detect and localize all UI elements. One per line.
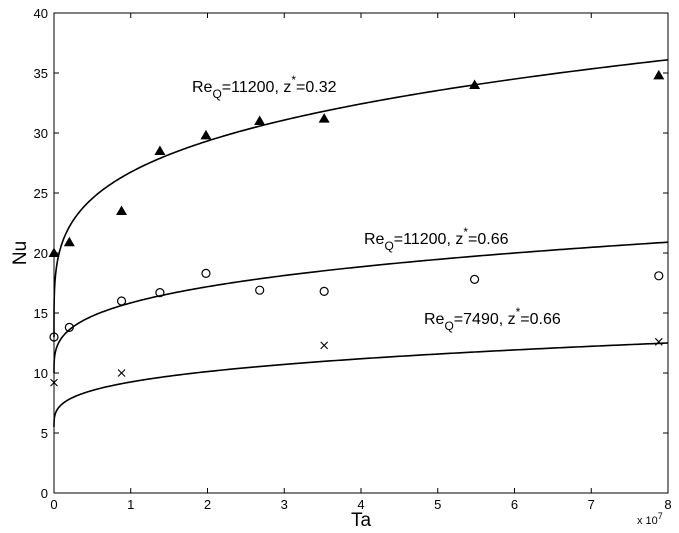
circle-marker [469, 274, 480, 284]
triangle-marker [653, 69, 665, 80]
annotation-series-1: ReQ=11200, z*=0.32 [192, 73, 337, 101]
annotation-1-re-value: =11200, z [222, 79, 292, 96]
x-multiplier-base: x 10 [637, 515, 658, 527]
y-axis-title: Nu [10, 241, 31, 265]
y-tick-label: 30 [34, 126, 48, 141]
fit-curves [53, 59, 669, 427]
annotation-1-sub: Q [212, 87, 221, 101]
annotation-1-z-value: =0.32 [296, 79, 337, 96]
annotation-3-sup: * [516, 305, 521, 319]
circle-marker [155, 288, 165, 298]
annotation-2-sup: * [463, 225, 468, 239]
x-multiplier-label: x 107 [637, 511, 663, 527]
x-marker [320, 341, 329, 350]
circle-marker [64, 322, 74, 332]
x-tick-label: 2 [204, 497, 211, 512]
triangle-marker [116, 205, 128, 215]
x-marker [50, 378, 58, 387]
x-marker [117, 369, 126, 377]
y-tick-label: 25 [34, 186, 48, 201]
triangle-marker [318, 113, 330, 123]
x-tick-label: 3 [281, 497, 288, 512]
y-tick-label: 15 [34, 306, 48, 321]
y-tick-label: 35 [34, 66, 48, 81]
annotation-series-3: ReQ=7490, z*=0.66 [424, 305, 561, 333]
triangle-marker [469, 79, 481, 89]
x-tick-label: 4 [357, 497, 364, 512]
x-tick-label: 6 [511, 497, 518, 512]
fit-curve-series-1 [53, 59, 669, 337]
x-tick-label: 0 [50, 497, 57, 512]
y-tick-label: 20 [34, 246, 48, 261]
annotation-1-re: Re [192, 79, 213, 96]
annotation-3-sub: Q [444, 319, 453, 333]
x-multiplier-exponent: 7 [658, 511, 663, 521]
x-marker-stroke [117, 369, 126, 377]
triangle-marker [154, 145, 166, 155]
fit-curve-series-2 [53, 241, 669, 373]
annotation-series-2: ReQ=11200, z*=0.66 [364, 225, 509, 253]
x-marker-stroke [50, 378, 58, 387]
circle-marker [654, 271, 664, 281]
annotation-2-re-value: =11200, z [394, 231, 464, 248]
annotation-2-sub: Q [384, 239, 393, 253]
x-marker-stroke [320, 341, 329, 350]
fit-curve-series-3 [53, 342, 669, 427]
circle-marker [49, 332, 59, 342]
triangle-marker [63, 236, 75, 247]
annotation-3-re: Re [424, 311, 445, 328]
triangle-marker [254, 115, 266, 125]
plot-frame [53, 12, 669, 494]
annotation-1-sup: * [291, 73, 296, 87]
circle-marker [255, 285, 265, 295]
circle-marker [319, 286, 329, 296]
axis-tick-labels: 0 1 2 3 4 5 6 7 8 0 5 10 15 20 25 30 35 40 [34, 6, 672, 512]
circle-marker [201, 268, 211, 278]
annotation-2-z-value: =0.66 [468, 231, 509, 248]
annotation-2-re: Re [364, 231, 385, 248]
y-tick-label: 0 [41, 486, 48, 501]
x-axis-title: Ta [351, 510, 372, 531]
annotation-3-z-value: =0.66 [520, 311, 561, 328]
axis-ticks [53, 12, 669, 494]
x-tick-label: 5 [434, 497, 441, 512]
x-tick-label: 8 [664, 497, 671, 512]
x-tick-label: 1 [127, 497, 134, 512]
data-markers [48, 69, 665, 387]
x-tick-label: 7 [588, 497, 595, 512]
x-marker [654, 337, 663, 346]
triangle-marker [200, 129, 212, 140]
y-tick-label: 5 [41, 426, 48, 441]
y-tick-label: 40 [34, 6, 48, 21]
triangle-marker [48, 247, 60, 257]
circle-marker [116, 296, 127, 306]
annotation-3-re-value: =7490, z [454, 311, 516, 328]
x-marker-stroke [654, 337, 663, 346]
y-tick-label: 10 [34, 366, 48, 381]
